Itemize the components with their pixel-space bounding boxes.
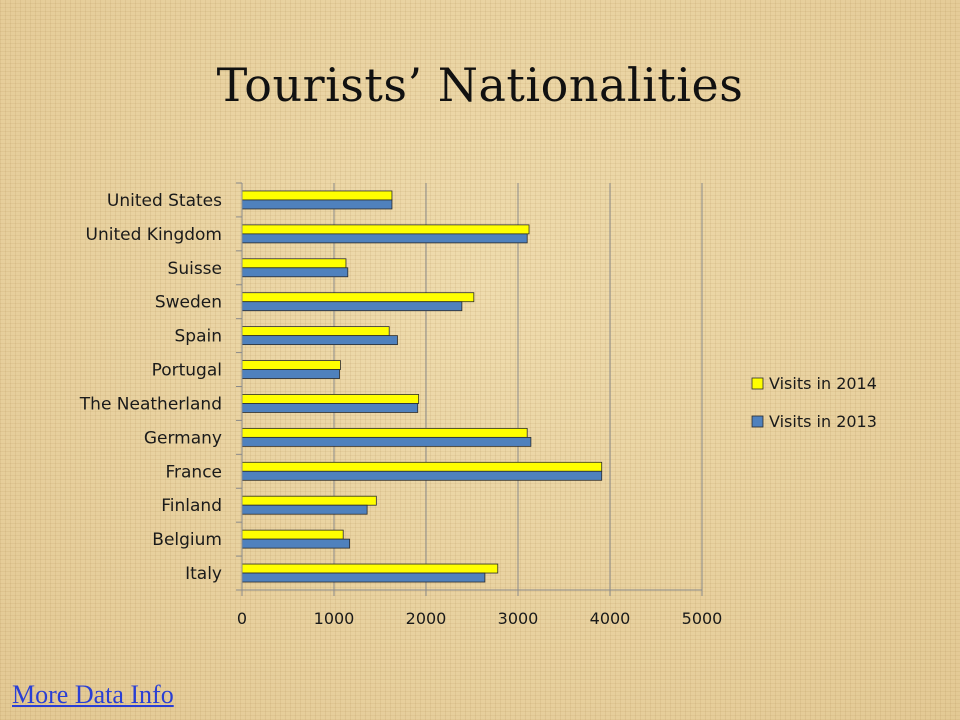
slide-title: Tourists’ Nationalities	[216, 58, 744, 112]
bar-2014	[241, 461, 603, 472]
category-label: United States	[107, 191, 222, 211]
legend-swatch	[751, 377, 764, 390]
value-axis-labels: 0 1000 2000 3000 4000 5000	[237, 609, 722, 628]
category-label: Finland	[161, 496, 222, 516]
category-label: Italy	[185, 564, 222, 584]
chart-bars	[241, 190, 603, 583]
chart-gridlines	[333, 183, 703, 590]
x-tick-label: 3000	[498, 609, 539, 628]
bar-2013	[241, 572, 486, 583]
category-label: Sweden	[155, 293, 222, 313]
bar-2014	[241, 529, 344, 540]
bar-2013	[241, 335, 398, 346]
bar-2014	[241, 563, 499, 574]
x-tick-label: 1000	[314, 609, 355, 628]
chart-legend: Visits in 2014 Visits in 2013	[751, 374, 877, 431]
bar-2014	[241, 427, 528, 438]
bar-2013	[241, 436, 532, 447]
bar-2013	[241, 504, 368, 515]
bar-2013	[241, 301, 463, 312]
x-tick-label: 4000	[590, 609, 631, 628]
bar-2014	[241, 394, 420, 404]
more-data-info-link[interactable]: More Data Info	[12, 680, 174, 709]
category-label: Germany	[144, 428, 222, 448]
category-label: The Neatherland	[79, 394, 222, 414]
category-label: France	[165, 462, 222, 482]
x-tick-label: 2000	[406, 609, 447, 628]
bar-2013	[241, 369, 340, 379]
bar-2013	[241, 233, 528, 244]
bar-2014	[241, 495, 377, 506]
bar-2013	[241, 267, 349, 278]
bar-2014	[241, 360, 341, 370]
chart-axes	[236, 182, 703, 596]
category-label: Spain	[175, 327, 223, 347]
category-label: Portugal	[152, 361, 222, 381]
bar-2013	[241, 403, 419, 413]
bar-2013	[241, 199, 393, 210]
bar-2013	[241, 470, 603, 481]
category-label: Suisse	[168, 259, 222, 279]
x-tick-label: 0	[237, 609, 247, 628]
category-label: Belgium	[152, 530, 222, 550]
bar-2014	[241, 224, 530, 235]
x-tick-label: 5000	[682, 609, 723, 628]
legend-label: Visits in 2013	[769, 412, 877, 431]
category-axis-labels: United States United Kingdom Suisse Sweden S…	[79, 191, 222, 584]
bar-2014	[241, 190, 393, 201]
bar-2014	[241, 292, 475, 303]
bar-2014	[241, 258, 347, 269]
legend-swatch	[751, 415, 764, 428]
legend-label: Visits in 2014	[769, 374, 877, 393]
bar-2014	[241, 326, 390, 337]
category-label: United Kingdom	[86, 225, 222, 245]
bar-2013	[241, 538, 351, 549]
